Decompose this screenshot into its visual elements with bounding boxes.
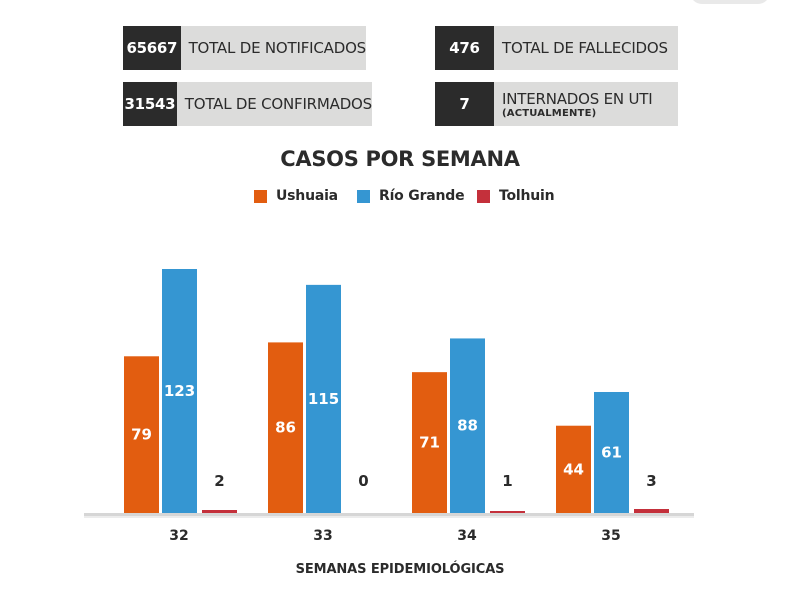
x-axis-shadow [84, 516, 694, 518]
stat-label: TOTAL DE NOTIFICADOS [181, 26, 367, 70]
data-label-r-o-grande-34: 88 [457, 417, 478, 435]
data-label-ushuaia-33: 86 [275, 419, 296, 437]
data-label-ushuaia-35: 44 [563, 460, 584, 478]
stat-value: 65667 [123, 26, 181, 70]
bar-r-o-grande-34 [450, 338, 485, 513]
stat-label-text: TOTAL DE NOTIFICADOS [188, 39, 367, 57]
x-tick-label-34: 34 [457, 528, 477, 544]
stat-label-text: TOTAL DE FALLECIDOS [502, 39, 668, 57]
legend-label: Ushuaia [276, 188, 338, 204]
data-label-ushuaia-34: 71 [419, 434, 440, 452]
bar-ushuaia-32 [124, 356, 159, 513]
legend-swatch-ushuaia [254, 189, 267, 203]
data-label-tolhuin-35: 3 [646, 472, 656, 490]
top-corner-shape [690, 0, 770, 4]
x-axis-line [84, 513, 694, 516]
bar-r-o-grande-32 [162, 269, 197, 513]
chart-title: CASOS POR SEMANA [280, 147, 520, 171]
stat-value: 31543 [123, 82, 177, 126]
data-label-r-o-grande-32: 123 [164, 382, 195, 400]
chart-legend: Ushuaia Río Grande Tolhuin [0, 188, 800, 208]
stat-value: 476 [435, 26, 494, 70]
legend-label: Río Grande [379, 188, 465, 204]
bar-ushuaia-34 [412, 372, 447, 513]
bar-ushuaia-35 [556, 425, 591, 513]
bar-r-o-grande-33 [306, 284, 341, 513]
data-label-tolhuin-33: 0 [358, 472, 368, 490]
stat-value: 7 [435, 82, 494, 126]
stat-label: TOTAL DE FALLECIDOS [494, 26, 668, 70]
x-axis-title: SEMANAS EPIDEMIOLÓGICAS [295, 562, 505, 577]
data-label-tolhuin-34: 1 [502, 472, 512, 490]
data-label-r-o-grande-35: 61 [601, 443, 622, 461]
stat-total-fallecidos: 476 TOTAL DE FALLECIDOS [435, 26, 678, 70]
stat-label-text: TOTAL DE CONFIRMADOS [184, 95, 372, 113]
stat-total-confirmados: 31543 TOTAL DE CONFIRMADOS [123, 82, 372, 126]
stat-internados-uti: 7 INTERNADOS EN UTI (ACTUALMENTE) [435, 82, 678, 126]
data-label-r-o-grande-33: 115 [308, 390, 339, 408]
stat-note: (ACTUALMENTE) [502, 107, 597, 119]
data-label-tolhuin-32: 2 [214, 472, 224, 490]
x-tick-label-32: 32 [169, 528, 188, 544]
legend-item-rio-grande: Río Grande [357, 188, 465, 204]
x-tick-label-35: 35 [601, 528, 620, 544]
data-label-ushuaia-32: 79 [131, 426, 152, 444]
legend-item-tolhuin: Tolhuin [477, 188, 555, 204]
bar-tolhuin-32 [202, 510, 237, 513]
legend-item-ushuaia: Ushuaia [254, 188, 338, 204]
bar-ushuaia-33 [268, 342, 303, 513]
bar-r-o-grande-35 [594, 391, 629, 513]
stat-total-notificados: 65667 TOTAL DE NOTIFICADOS [123, 26, 366, 70]
legend-label: Tolhuin [499, 188, 555, 204]
legend-swatch-tolhuin [477, 189, 490, 203]
stat-label: INTERNADOS EN UTI (ACTUALMENTE) [494, 82, 653, 126]
legend-swatch-rio-grande [357, 189, 370, 203]
stat-label: TOTAL DE CONFIRMADOS [177, 82, 372, 126]
bar-tolhuin-34 [490, 511, 525, 513]
stat-label-text: INTERNADOS EN UTI [502, 89, 653, 108]
bar-tolhuin-35 [634, 509, 669, 513]
x-tick-label-33: 33 [313, 528, 332, 544]
